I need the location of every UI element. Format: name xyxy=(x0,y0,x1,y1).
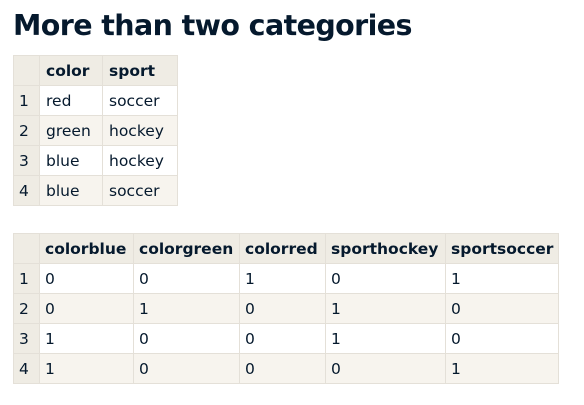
colorblue-cell: 0 xyxy=(39,293,134,324)
color-cell: red xyxy=(39,85,103,116)
row-index: 4 xyxy=(13,175,40,206)
column-header-index xyxy=(13,233,40,264)
row-index: 2 xyxy=(13,293,40,324)
table-row: 4 blue soccer xyxy=(13,175,178,206)
row-index: 3 xyxy=(13,145,40,176)
column-header-colorgreen: colorgreen xyxy=(133,233,240,264)
colorblue-cell: 1 xyxy=(39,323,134,354)
colorgreen-cell: 0 xyxy=(133,263,240,294)
color-cell: green xyxy=(39,115,103,146)
sportsoccer-cell: 0 xyxy=(444,293,560,324)
colorred-cell: 1 xyxy=(239,263,326,294)
sportsoccer-cell: 0 xyxy=(444,323,560,354)
colorgreen-cell: 0 xyxy=(133,323,240,354)
table-header-row: colorblue colorgreen colorred sporthocke… xyxy=(13,233,560,264)
dummy-variables-table: colorblue colorgreen colorred sporthocke… xyxy=(13,233,560,384)
table-row: 3 1 0 0 1 0 xyxy=(13,323,560,354)
colorred-cell: 0 xyxy=(239,353,326,384)
table-row: 4 1 0 0 0 1 xyxy=(13,353,560,384)
colorgreen-cell: 1 xyxy=(133,293,240,324)
row-index: 4 xyxy=(13,353,40,384)
sport-cell: hockey xyxy=(102,115,178,146)
sportsoccer-cell: 1 xyxy=(444,263,560,294)
column-header-sporthockey: sporthockey xyxy=(325,233,446,264)
table-row: 2 0 1 0 1 0 xyxy=(13,293,560,324)
table-row: 3 blue hockey xyxy=(13,145,178,176)
row-index: 3 xyxy=(13,323,40,354)
slide-title: More than two categories xyxy=(13,9,412,42)
sporthockey-cell: 1 xyxy=(325,293,446,324)
table-header-row: color sport xyxy=(13,55,178,86)
colorblue-cell: 0 xyxy=(39,263,134,294)
column-header-sport: sport xyxy=(102,55,178,86)
color-cell: blue xyxy=(39,145,103,176)
column-header-sportsoccer: sportsoccer xyxy=(444,233,560,264)
sport-cell: soccer xyxy=(102,175,178,206)
colorred-cell: 0 xyxy=(239,323,326,354)
row-index: 1 xyxy=(13,85,40,116)
sport-cell: hockey xyxy=(102,145,178,176)
color-cell: blue xyxy=(39,175,103,206)
column-header-colorblue: colorblue xyxy=(39,233,134,264)
colorblue-cell: 1 xyxy=(39,353,134,384)
row-index: 1 xyxy=(13,263,40,294)
sportsoccer-cell: 1 xyxy=(444,353,560,384)
sport-cell: soccer xyxy=(102,85,178,116)
table-row: 2 green hockey xyxy=(13,115,178,146)
colorgreen-cell: 0 xyxy=(133,353,240,384)
sporthockey-cell: 1 xyxy=(325,323,446,354)
colorred-cell: 0 xyxy=(239,293,326,324)
column-header-index xyxy=(13,55,40,86)
table-row: 1 red soccer xyxy=(13,85,178,116)
column-header-colorred: colorred xyxy=(239,233,326,264)
categories-table: color sport 1 red soccer 2 green hockey … xyxy=(13,55,178,206)
table-row: 1 0 0 1 0 1 xyxy=(13,263,560,294)
sporthockey-cell: 0 xyxy=(325,263,446,294)
row-index: 2 xyxy=(13,115,40,146)
column-header-color: color xyxy=(39,55,103,86)
sporthockey-cell: 0 xyxy=(325,353,446,384)
